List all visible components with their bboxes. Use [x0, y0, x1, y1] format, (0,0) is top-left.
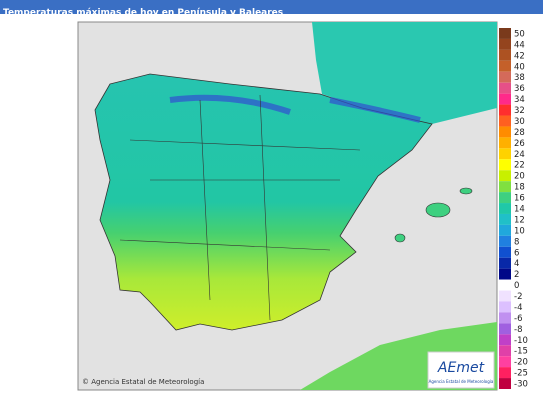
menorca	[459, 187, 473, 195]
mallorca	[425, 202, 451, 218]
legend-label: 28	[514, 128, 525, 138]
legend-swatch	[499, 104, 511, 116]
legend-swatch	[499, 246, 511, 258]
logo: AEmet	[437, 360, 485, 376]
legend-label: 10	[514, 226, 525, 236]
legend-swatch	[499, 71, 511, 83]
legend-swatch	[499, 137, 511, 149]
legend-label: 26	[514, 139, 525, 149]
legend-swatch	[499, 356, 511, 368]
legend-label: -2	[514, 292, 522, 302]
legend-label: 24	[514, 150, 525, 160]
legend-label: 14	[514, 205, 525, 215]
legend-label: 38	[514, 73, 525, 83]
legend-swatch	[499, 323, 511, 335]
legend-label: 30	[514, 117, 525, 127]
legend-label: -25	[514, 369, 528, 379]
legend-label: 8	[514, 237, 519, 247]
legend-label: 6	[514, 248, 519, 258]
legend-swatch	[499, 290, 511, 302]
legend-label: 18	[514, 183, 525, 193]
legend-label: 4	[514, 259, 519, 269]
credit: © Agencia Estatal de Meteorología	[82, 378, 204, 386]
legend-swatch	[499, 38, 511, 50]
legend-swatch	[499, 378, 511, 389]
logo-box	[427, 351, 495, 389]
legend-swatch	[499, 312, 511, 324]
legend-label: 0	[514, 281, 519, 291]
legend-swatch	[499, 126, 511, 138]
legend-swatch	[499, 148, 511, 160]
legend-label: 2	[514, 270, 519, 280]
legend-swatch	[499, 345, 511, 357]
title-bar: Temperaturas máximas de hoy en Península…	[0, 0, 543, 18]
legend-swatch	[499, 28, 511, 39]
legend-swatch	[499, 257, 511, 269]
legend-label: 42	[514, 51, 525, 61]
ibiza	[394, 233, 406, 243]
legend-label: 44	[514, 40, 525, 50]
legend-label: 50	[514, 29, 525, 39]
legend-label: -15	[514, 347, 528, 357]
legend-swatch	[499, 203, 511, 214]
legend-swatch	[499, 93, 511, 105]
legend-label: -8	[514, 325, 522, 335]
legend-label: -4	[514, 303, 522, 313]
legend-swatch	[499, 367, 511, 379]
legend-swatch	[499, 181, 511, 193]
legend-label: 22	[514, 161, 525, 171]
legend-label: -6	[514, 314, 522, 324]
legend-label: 16	[514, 194, 525, 204]
legend-swatch	[499, 115, 511, 127]
legend-label: 32	[514, 106, 525, 116]
legend-swatch	[499, 235, 511, 247]
legend-label: -20	[514, 358, 528, 368]
legend-swatch	[499, 192, 511, 204]
legend-swatch	[499, 301, 511, 313]
legend-label: 34	[514, 95, 525, 105]
legend-swatch	[499, 159, 511, 171]
legend-label: 36	[514, 84, 525, 94]
province-borders	[119, 94, 361, 321]
legend-swatch	[499, 224, 511, 236]
legend-label: -30	[514, 380, 528, 390]
legend-swatch	[499, 213, 511, 225]
legend-label: -10	[514, 336, 528, 346]
legend-swatch	[499, 334, 511, 346]
legend-swatch	[499, 268, 511, 280]
legend-swatch	[499, 82, 511, 94]
legend-swatch	[499, 170, 511, 182]
legend-swatch	[499, 60, 511, 72]
logo-subtitle: Agencia Estatal de Meteorología	[429, 379, 494, 384]
legend-label: 20	[514, 172, 525, 182]
legend-swatch	[499, 279, 511, 291]
legend-swatch	[499, 49, 511, 61]
cold-mountains	[169, 94, 421, 123]
legend-label: 12	[514, 215, 525, 225]
france	[312, 22, 497, 124]
title: Temperaturas máximas de hoy en Península…	[3, 8, 284, 18]
legend-label: 40	[514, 62, 525, 72]
